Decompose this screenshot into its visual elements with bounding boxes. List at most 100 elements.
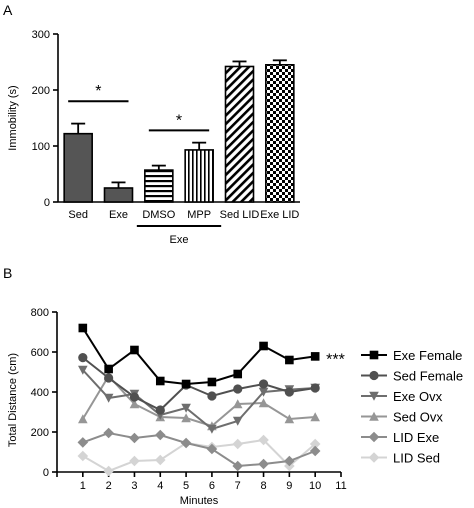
x-tick-label: 5 [183,480,189,492]
panel-a-bar-chart: 0 100 200 300 Immobility (s) Sed Exe DMSO MPP Sed… [7,29,300,246]
category-label: Exe LID [260,209,299,221]
legend-marker-sed-ovx [369,411,379,421]
legend-marker-lid-exe [368,431,380,443]
x-tick-label: 7 [235,480,241,492]
data-point-lid-exe [154,429,166,441]
y-tick-label: 0 [43,467,49,479]
data-point-exe-ovx [258,387,269,397]
x-tick-label: 2 [106,480,112,492]
series-line-sed-female [82,356,316,412]
data-point-sed-female [310,383,320,393]
data-point-exe-ovx [232,416,243,426]
legend-marker-exe-female [369,350,379,360]
data-point-lid-exe [180,437,192,449]
data-point-lid-sed [154,454,166,466]
significance-star: * [176,112,182,129]
x-tick-label: 4 [157,480,163,492]
data-point-exe-female [155,376,165,386]
x-tick-label: 1 [80,480,86,492]
x-tick-label: 3 [131,480,137,492]
series-line-lid-exe [82,431,316,468]
data-point-sed-female [284,387,294,397]
data-point-exe-female [310,352,320,361]
y-tick-label: 800 [31,307,49,319]
y-tick-label: 600 [31,347,49,359]
data-point-sed-ovx [284,414,295,424]
data-point-sed-ovx [232,399,243,409]
category-label: Sed LID [220,209,260,221]
x-tick-label: 11 [335,480,346,492]
data-point-lid-sed [129,455,140,467]
data-point-sed-female [78,353,88,363]
data-point-lid-exe [309,445,321,457]
data-point-sed-female [207,391,217,401]
data-point-lid-exe [206,443,218,455]
legend-label: Sed Ovx [393,410,443,425]
y-tick-label: 400 [31,387,49,399]
series-line-exe-female [81,327,316,386]
data-point-exe-female [285,355,294,365]
legend-marker-sed-female [369,370,379,381]
category-label: Exe [109,209,128,221]
data-point-exe-female [130,345,139,355]
category-label: Sed [68,209,88,221]
data-point-sed-female [155,405,165,415]
data-point-sed-ovx [78,414,88,424]
data-point-lid-exe [77,437,89,448]
data-point-exe-ovx [103,393,114,403]
data-point-sed-female [129,392,140,402]
x-tick-label: 9 [286,480,292,492]
y-axis-title: Immobility (s) [7,85,19,150]
panel-b-letter: B [3,265,12,281]
legend-label: Sed Female [393,369,463,384]
data-point-lid-sed [77,450,89,462]
legend-label: LID Exe [393,430,439,445]
data-point-lid-exe [232,460,244,472]
data-point-exe-ovx [78,365,88,375]
significance-annotation: *** [326,351,345,368]
data-point-sed-ovx [310,412,320,422]
category-label: DMSO [142,209,175,221]
data-point-lid-exe [129,432,140,444]
bar-exe-lid [265,64,295,203]
data-point-exe-female [259,341,268,351]
x-tick-label: 8 [260,480,266,492]
data-point-exe-female [181,379,191,389]
legend-marker-lid-sed [368,452,380,463]
data-point-exe-female [104,364,113,374]
data-point-lid-sed [309,438,321,450]
series-line-lid-sed [82,438,316,473]
group-label: Exe [170,234,189,246]
data-point-lid-exe [258,458,269,470]
category-label: MPP [187,209,211,221]
y-tick-label: 0 [44,197,50,209]
legend-label: LID Sed [393,451,440,466]
data-point-sed-ovx [258,398,269,408]
bar-sed-lid [224,65,255,203]
series-line-exe-ovx [82,369,316,431]
panel-b-line-chart: 0 200 400 600 800 1 2 3 4 5 6 7 8 9 10 11 Minutes Total D… [7,307,463,507]
data-point-sed-female [104,373,114,383]
y-axis-title: Total Distance (cm) [7,353,19,447]
data-point-sed-female [233,384,243,394]
legend-label: Exe Ovx [393,389,443,404]
data-point-sed-ovx [129,399,140,409]
data-point-lid-sed [258,434,269,446]
y-tick-label: 300 [32,29,50,41]
data-point-exe-female [207,377,217,387]
x-tick-label: 6 [209,480,215,492]
bar-exe [103,187,134,203]
legend-label: Exe Female [393,348,462,363]
bar-sed [63,132,93,203]
data-point-exe-female [233,369,243,379]
y-tick-label: 100 [32,141,50,153]
data-point-exe-ovx [207,424,217,434]
y-tick-label: 200 [31,427,49,439]
bar-dmso [144,169,174,203]
bar-mpp [184,149,214,203]
data-point-lid-sed [232,438,244,450]
panel-a-letter: A [3,2,13,18]
y-tick-label: 200 [32,85,50,97]
data-point-sed-ovx [181,413,191,423]
